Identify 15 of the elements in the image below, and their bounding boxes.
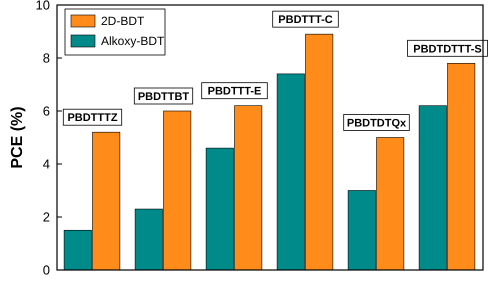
y-tick-label: 8 [42,50,50,66]
y-tick-label: 2 [42,210,50,225]
x-tick-label: PBDTTBT [138,91,190,103]
x-tick-label: PBDTTT-E [208,86,262,98]
legend-label: 2D-BDT [101,14,146,28]
y-tick-label: 10 [36,0,50,13]
y-axis-title: PCE (%) [9,106,26,169]
x-tick-label: PBDTDTQx [346,118,408,130]
x-tick-label: PBDTTT-C [278,14,333,26]
y-tick-label: 4 [42,156,50,172]
x-tick-label: PBDTTTZ [67,112,118,124]
y-tick-label: 0 [42,262,50,278]
legend-label: Alkoxy-BDT [101,34,166,48]
y-tick-label: 6 [42,104,50,119]
x-tick-label: PBDTDTTT-S [413,43,482,56]
